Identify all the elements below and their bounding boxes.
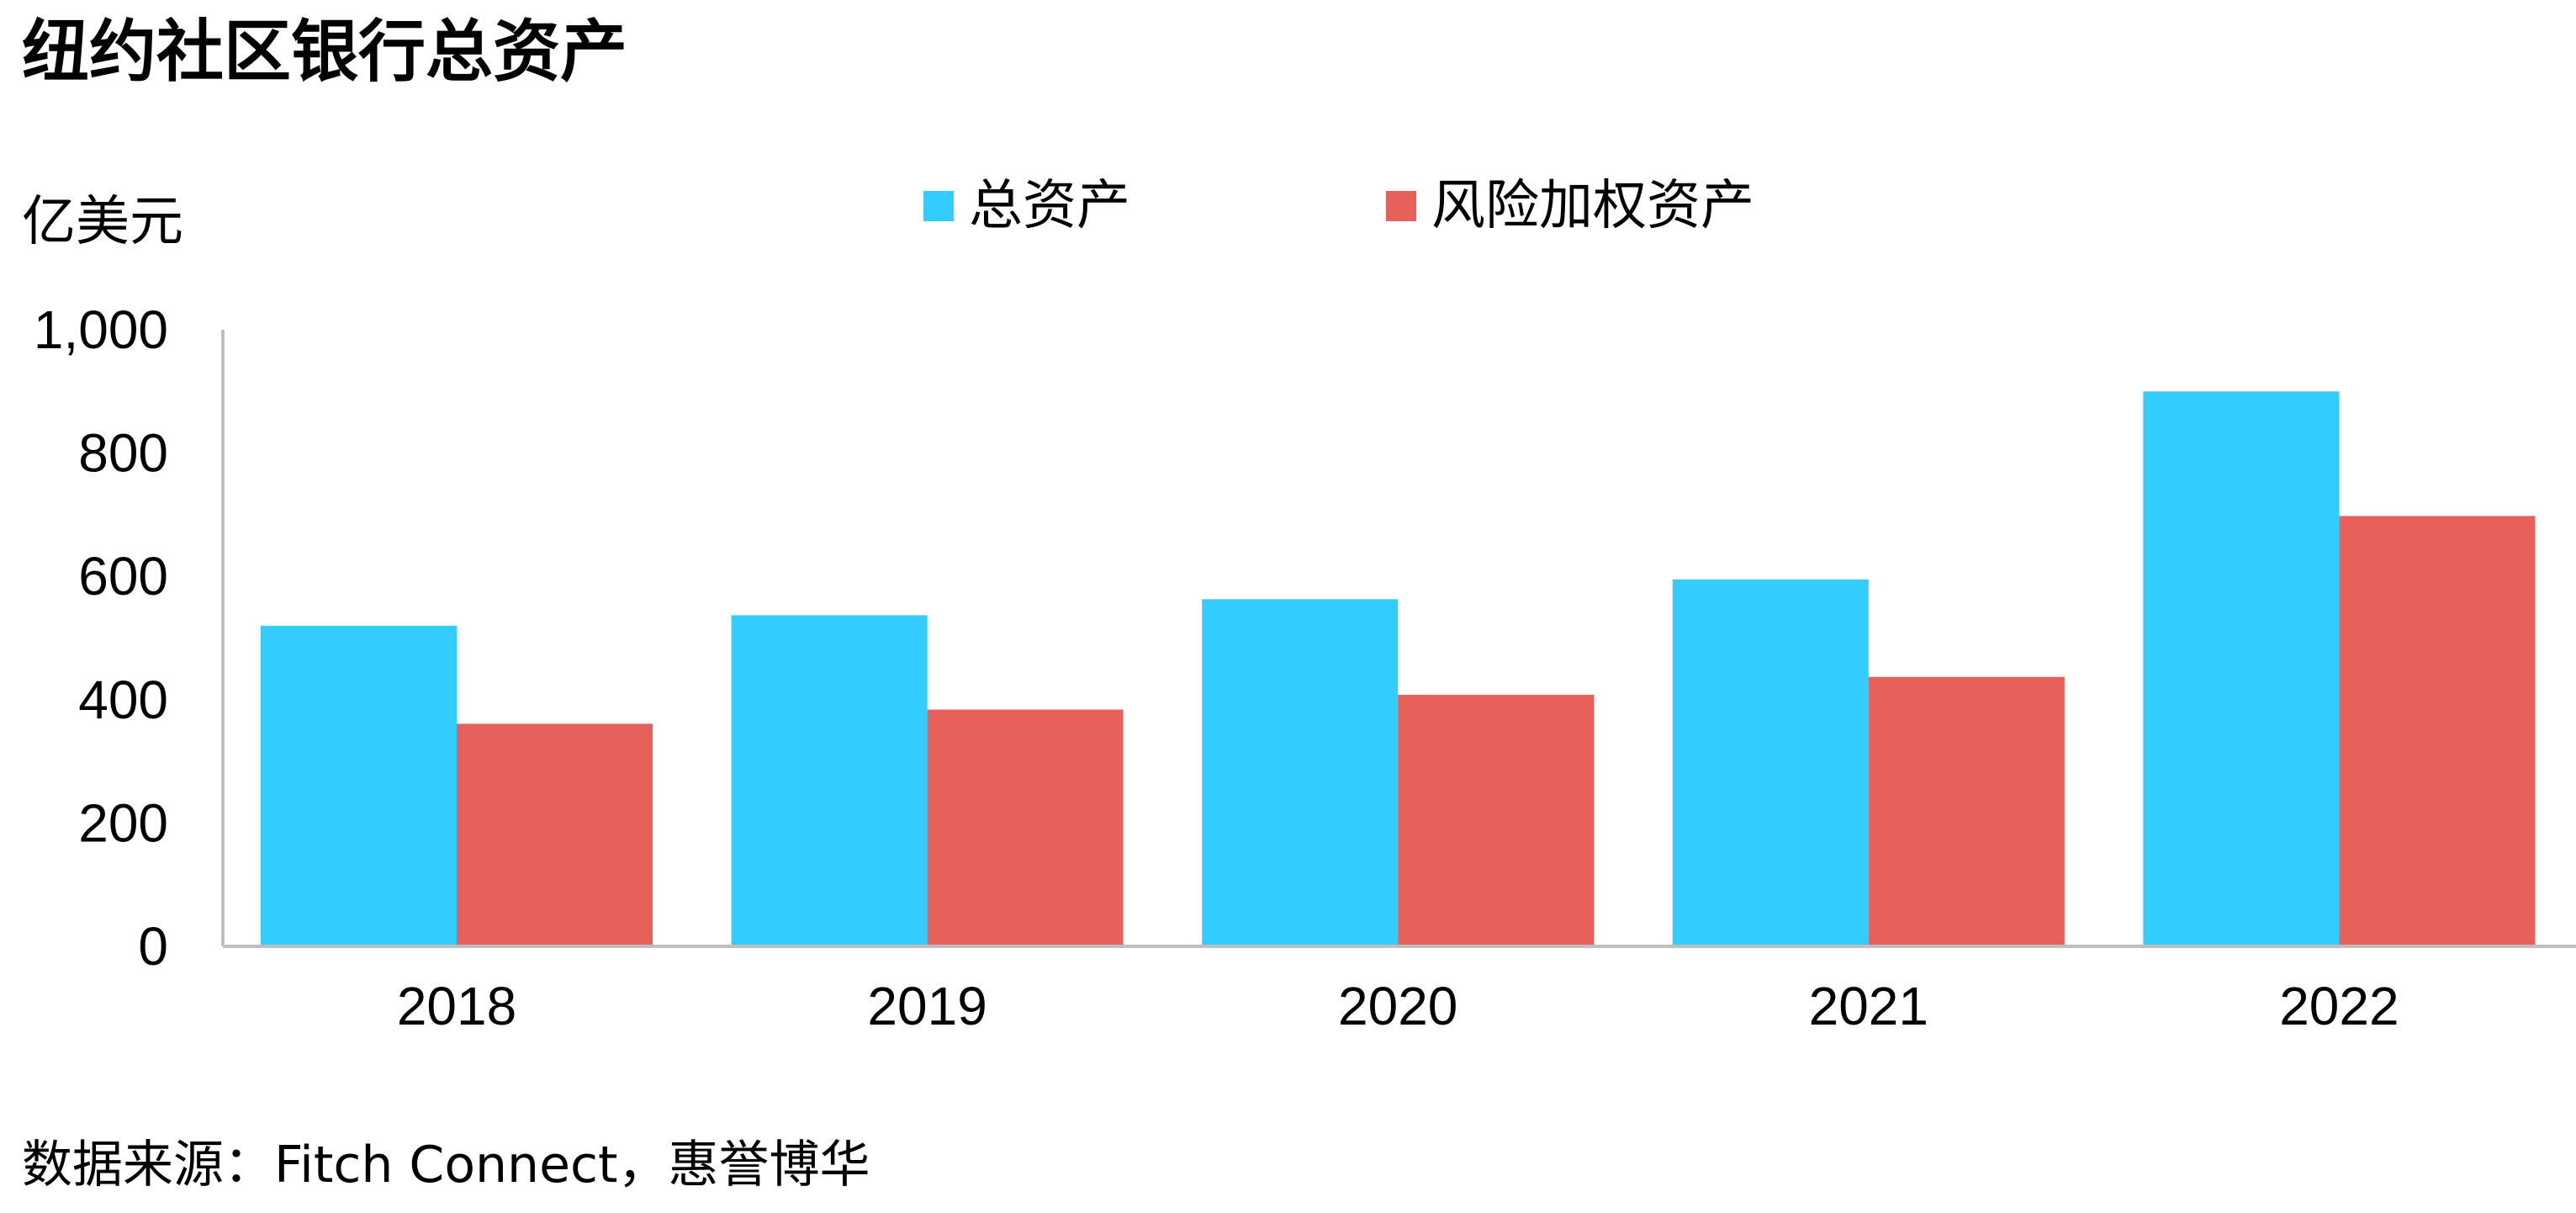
chart-title: 纽约社区银行总资产 xyxy=(22,13,627,91)
x-tick-label-2019: 2019 xyxy=(867,976,986,1036)
bar-risk-weighted-assets-2018 xyxy=(457,723,653,946)
bar-total-assets-2022 xyxy=(2143,391,2340,946)
y-tick-label-800: 800 xyxy=(78,423,168,484)
bar-total-assets-2021 xyxy=(1672,579,1869,946)
bar-risk-weighted-assets-2022 xyxy=(2339,516,2536,946)
x-tick-label-2022: 2022 xyxy=(2279,976,2399,1036)
bar-risk-weighted-assets-2019 xyxy=(927,709,1124,946)
source-note: 数据来源：Fitch Connect，惠誉博华 xyxy=(22,1136,870,1194)
bar-risk-weighted-assets-2020 xyxy=(1398,694,1595,946)
legend-swatch-total-assets xyxy=(923,191,954,221)
legend-label-total-assets: 总资产 xyxy=(969,175,1130,237)
y-tick-label-200: 200 xyxy=(78,792,168,853)
legend-swatch-risk-weighted-assets xyxy=(1386,191,1416,221)
legend-item-risk-weighted-assets: 风险加权资产 xyxy=(1386,172,1754,240)
y-tick-label-0: 0 xyxy=(138,916,168,977)
bar-total-assets-2020 xyxy=(1202,599,1399,946)
y-tick-label-1000: 1,000 xyxy=(34,299,168,360)
bar-risk-weighted-assets-2021 xyxy=(1868,676,2065,946)
x-tick-label-2021: 2021 xyxy=(1809,976,1928,1036)
y-axis-unit-label: 亿美元 xyxy=(22,191,183,253)
bar-total-assets-2019 xyxy=(731,615,928,946)
bar-total-assets-2018 xyxy=(261,625,457,946)
legend-item-total-assets: 总资产 xyxy=(923,172,1130,240)
y-tick-label-400: 400 xyxy=(78,670,168,730)
x-tick-label-2018: 2018 xyxy=(397,976,516,1036)
legend-label-risk-weighted-assets: 风险加权资产 xyxy=(1431,175,1754,237)
y-tick-label-600: 600 xyxy=(78,546,168,606)
x-tick-label-2020: 2020 xyxy=(1338,976,1457,1036)
